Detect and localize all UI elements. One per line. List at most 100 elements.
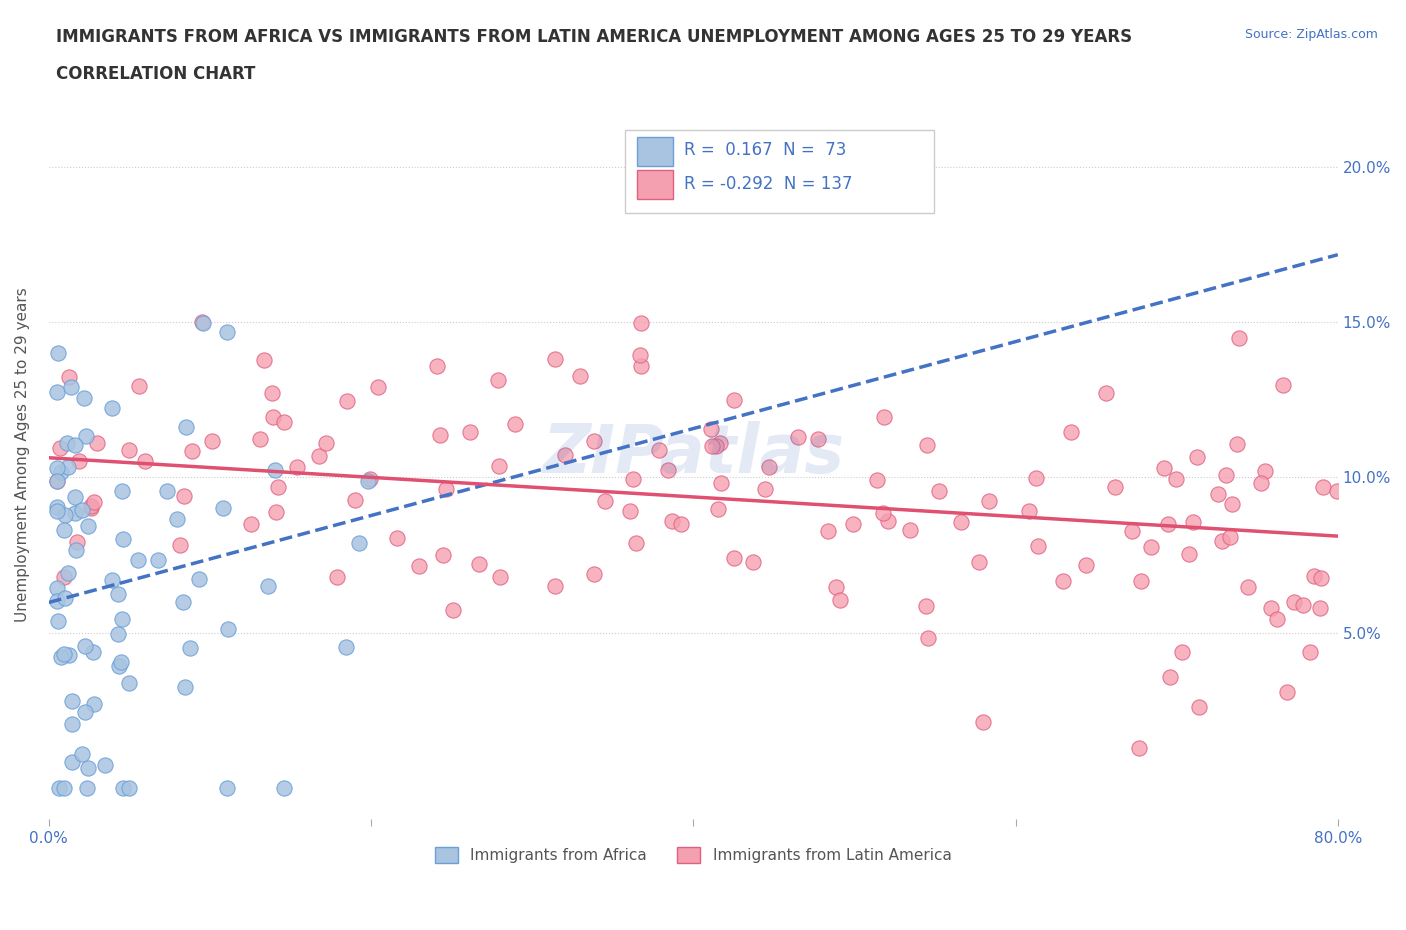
- Point: [385, 531, 408, 546]
- Point: [1140, 539, 1163, 554]
- Point: [111, 484, 134, 498]
- Point: [45, 500, 67, 515]
- Point: [630, 315, 652, 330]
- Point: [1260, 601, 1282, 616]
- Point: [704, 438, 727, 453]
- Point: [118, 443, 141, 458]
- Point: [758, 459, 780, 474]
- Point: [173, 488, 195, 503]
- Point: [626, 536, 648, 551]
- Point: [1310, 570, 1333, 585]
- Point: [118, 675, 141, 690]
- Point: [503, 417, 526, 432]
- Point: [1104, 480, 1126, 495]
- Text: CORRELATION CHART: CORRELATION CHART: [56, 65, 256, 83]
- Point: [1185, 449, 1208, 464]
- Legend: Immigrants from Africa, Immigrants from Latin America: Immigrants from Africa, Immigrants from …: [429, 842, 957, 870]
- Point: [49, 650, 72, 665]
- Point: [45, 384, 67, 399]
- Point: [73, 391, 96, 405]
- Point: [273, 780, 295, 795]
- Point: [76, 761, 98, 776]
- Point: [648, 443, 671, 458]
- Point: [146, 552, 169, 567]
- Point: [53, 647, 76, 662]
- Point: [1181, 515, 1204, 530]
- Point: [488, 458, 510, 473]
- Point: [335, 640, 357, 655]
- Point: [108, 658, 131, 673]
- Point: [110, 655, 132, 670]
- Point: [94, 758, 117, 773]
- Point: [671, 516, 693, 531]
- Point: [75, 639, 97, 654]
- Point: [45, 504, 67, 519]
- Point: [582, 566, 605, 581]
- Point: [273, 415, 295, 430]
- Point: [898, 523, 921, 538]
- Point: [256, 578, 278, 593]
- Point: [1326, 484, 1348, 498]
- Point: [967, 554, 990, 569]
- Point: [70, 502, 93, 517]
- Point: [657, 462, 679, 477]
- Point: [1267, 612, 1289, 627]
- Point: [76, 780, 98, 795]
- Point: [702, 438, 724, 453]
- Point: [1299, 644, 1322, 659]
- Point: [979, 494, 1001, 509]
- Point: [201, 433, 224, 448]
- Point: [156, 484, 179, 498]
- Point: [1292, 597, 1315, 612]
- Point: [169, 538, 191, 552]
- Point: [723, 551, 745, 566]
- Point: [1237, 579, 1260, 594]
- Point: [174, 680, 197, 695]
- Point: [1076, 558, 1098, 573]
- FancyBboxPatch shape: [637, 169, 672, 199]
- Point: [58, 369, 80, 384]
- Point: [264, 505, 287, 520]
- Point: [1164, 472, 1187, 486]
- Text: Source: ZipAtlas.com: Source: ZipAtlas.com: [1244, 28, 1378, 41]
- Point: [118, 780, 141, 795]
- Point: [56, 436, 79, 451]
- Point: [707, 501, 730, 516]
- Point: [1153, 460, 1175, 475]
- Point: [723, 392, 745, 407]
- Point: [467, 557, 489, 572]
- Text: R = -0.292  N = 137: R = -0.292 N = 137: [685, 175, 852, 193]
- Point: [949, 514, 972, 529]
- Point: [825, 579, 848, 594]
- Point: [215, 780, 238, 795]
- Point: [75, 429, 97, 444]
- Point: [1254, 464, 1277, 479]
- Point: [240, 516, 263, 531]
- Point: [45, 580, 67, 595]
- Point: [1052, 574, 1074, 589]
- Point: [45, 460, 67, 475]
- Point: [1250, 475, 1272, 490]
- Point: [107, 587, 129, 602]
- Point: [741, 554, 763, 569]
- Point: [127, 552, 149, 567]
- Point: [63, 437, 86, 452]
- Text: ZIPatlas: ZIPatlas: [543, 421, 844, 487]
- Point: [53, 591, 76, 605]
- Point: [66, 535, 89, 550]
- Point: [359, 472, 381, 486]
- Point: [315, 436, 337, 451]
- Point: [82, 644, 104, 659]
- Point: [1159, 670, 1181, 684]
- Point: [60, 717, 83, 732]
- Point: [86, 436, 108, 451]
- Point: [873, 409, 896, 424]
- Point: [285, 459, 308, 474]
- Point: [544, 578, 567, 593]
- Point: [621, 472, 644, 486]
- Point: [595, 494, 617, 509]
- Point: [112, 780, 135, 795]
- Point: [434, 482, 457, 497]
- Point: [83, 495, 105, 510]
- Point: [73, 705, 96, 720]
